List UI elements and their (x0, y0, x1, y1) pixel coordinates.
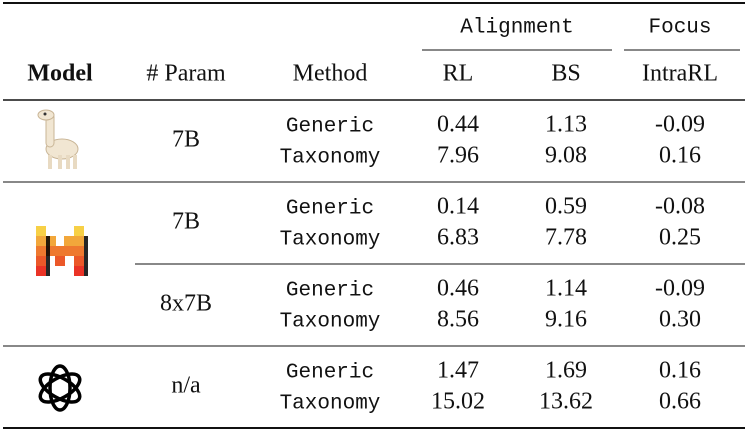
value: 1.69 (545, 358, 587, 384)
openai-icon (38, 364, 82, 412)
value: 0.25 (659, 225, 701, 251)
column-header: # Param (146, 61, 226, 87)
column-header: IntraRL (642, 61, 718, 87)
method: Generic (286, 116, 374, 139)
value: -0.09 (655, 276, 705, 302)
value: 0.16 (659, 143, 701, 169)
value: 0.59 (545, 194, 587, 220)
value: -0.09 (655, 112, 705, 138)
param: 7B (172, 127, 200, 153)
group-header: Alignment (460, 17, 573, 40)
value: 0.30 (659, 307, 701, 333)
method: Taxonomy (280, 311, 381, 334)
value: 0.16 (659, 358, 701, 384)
method: Generic (286, 198, 374, 221)
method: Taxonomy (280, 393, 381, 416)
value: 1.13 (545, 112, 587, 138)
method: Generic (286, 280, 374, 303)
value: 9.08 (545, 143, 587, 169)
value: 0.44 (437, 112, 479, 138)
param: 8x7B (160, 291, 212, 317)
value: 0.66 (659, 389, 701, 415)
value: 15.02 (431, 389, 485, 415)
column-header: BS (551, 61, 580, 87)
column-header: Model (27, 61, 93, 87)
method: Generic (286, 362, 374, 385)
param: 7B (172, 209, 200, 235)
value: 0.14 (437, 194, 479, 220)
llama-icon (37, 109, 79, 169)
mistral-icon (36, 226, 88, 276)
method: Taxonomy (280, 147, 381, 170)
group-header: Focus (648, 17, 711, 40)
column-header: RL (443, 61, 474, 87)
value: 9.16 (545, 307, 587, 333)
method: Taxonomy (280, 229, 381, 252)
value: 0.46 (437, 276, 479, 302)
value: 7.96 (437, 143, 479, 169)
param: n/a (171, 373, 201, 399)
value: 1.14 (545, 276, 587, 302)
value: 1.47 (437, 358, 479, 384)
column-header: Method (293, 61, 368, 87)
value: -0.08 (655, 194, 705, 220)
value: 13.62 (539, 389, 593, 415)
value: 8.56 (437, 307, 479, 333)
value: 6.83 (437, 225, 479, 251)
value: 7.78 (545, 225, 587, 251)
